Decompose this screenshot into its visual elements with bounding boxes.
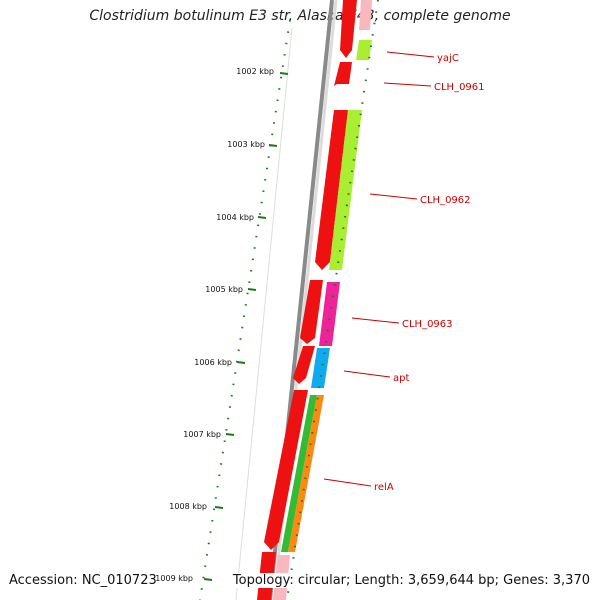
gene-label-clh0962: CLH_0962 bbox=[420, 195, 471, 206]
ruler-labels: 1002 kbp 1003 kbp 1004 kbp 1005 kbp 1006… bbox=[155, 67, 274, 583]
genome-summary-text: Topology: circular; Length: 3,659,644 bp… bbox=[230, 573, 590, 588]
gene-block-green bbox=[281, 395, 317, 552]
gene-labels: yajC CLH_0961 CLH_0962 CLH_0963 apt relA bbox=[374, 53, 485, 493]
tick-label-1004: 1004 kbp bbox=[216, 213, 254, 222]
gene-arrow-reverse bbox=[340, 0, 357, 58]
gene-arrow-reverse bbox=[315, 110, 348, 270]
gene-label-yajc: yajC bbox=[437, 53, 459, 64]
accession-text: Accession: NC_010723 bbox=[9, 573, 157, 588]
tick-label-1008: 1008 kbp bbox=[169, 502, 207, 511]
gene-label-rela: relA bbox=[374, 482, 394, 493]
ruler-ticks bbox=[203, 72, 289, 581]
gene-arrow-reverse bbox=[300, 280, 323, 344]
gene-block-pink bbox=[359, 0, 372, 30]
tick-label-1007: 1007 kbp bbox=[183, 430, 221, 439]
gene-label-apt: apt bbox=[393, 373, 409, 384]
gene-arrow-reverse bbox=[293, 346, 315, 384]
gene-block-rela bbox=[288, 395, 324, 552]
map-title: Clostridium botulinum E3 str. Alaska E43… bbox=[89, 8, 511, 24]
outer-arc bbox=[235, 27, 293, 600]
tick-label-1002: 1002 kbp bbox=[236, 67, 274, 76]
gene-label-clh0963: CLH_0963 bbox=[402, 319, 453, 330]
label-leaders bbox=[323, 51, 435, 487]
gene-block-clh0962 bbox=[329, 110, 362, 270]
gene-label-clh0961: CLH_0961 bbox=[434, 82, 485, 93]
gene-block-yajc bbox=[356, 40, 372, 60]
tick-label-1009: 1009 kbp bbox=[155, 574, 193, 583]
gene-block-apt bbox=[311, 348, 330, 388]
gene-arrow-reverse bbox=[334, 62, 352, 86]
gene-arrow-reverse bbox=[264, 390, 308, 550]
tick-label-1006: 1006 kbp bbox=[194, 358, 232, 367]
gene-block-clh0963 bbox=[319, 282, 340, 346]
tick-label-1005: 1005 kbp bbox=[205, 285, 243, 294]
tick-label-1003: 1003 kbp bbox=[227, 140, 265, 149]
